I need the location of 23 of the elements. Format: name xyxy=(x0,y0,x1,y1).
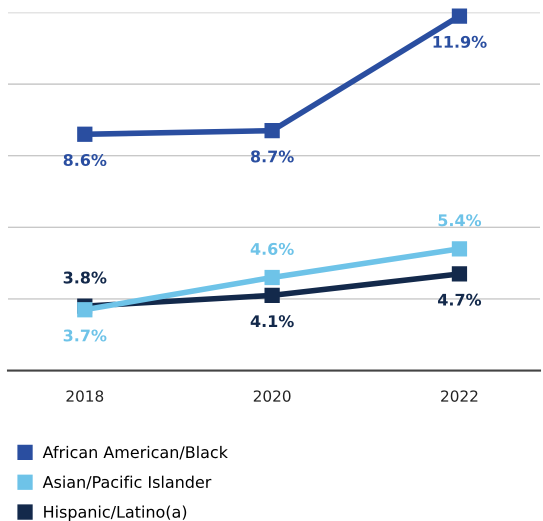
x-tick-label: 2018 xyxy=(66,390,104,402)
data-label: 11.9% xyxy=(434,36,487,48)
legend-label: Asian/Pacific Islander xyxy=(42,476,212,490)
point xyxy=(452,266,468,282)
data-label: 3.7% xyxy=(64,329,106,342)
x-tick-label: 2020 xyxy=(254,390,291,402)
point xyxy=(77,302,92,318)
point xyxy=(264,270,280,286)
data-label: 4.7% xyxy=(438,294,482,306)
point xyxy=(452,8,468,24)
point xyxy=(264,123,280,138)
point xyxy=(77,126,92,142)
data-label: 4.1% xyxy=(250,315,294,328)
x-tick-label: 2022 xyxy=(441,390,478,402)
point xyxy=(452,241,468,256)
legend-label: African American/Black xyxy=(42,446,228,460)
data-label: 3.8% xyxy=(64,272,106,284)
data-label: 4.6% xyxy=(250,242,294,255)
data-label: 8.7% xyxy=(250,150,294,162)
data-label: 8.6% xyxy=(64,154,106,166)
data-label: 5.4% xyxy=(438,214,482,226)
point xyxy=(264,288,280,304)
legend-label: Hispanic/Latino(a) xyxy=(44,506,186,521)
